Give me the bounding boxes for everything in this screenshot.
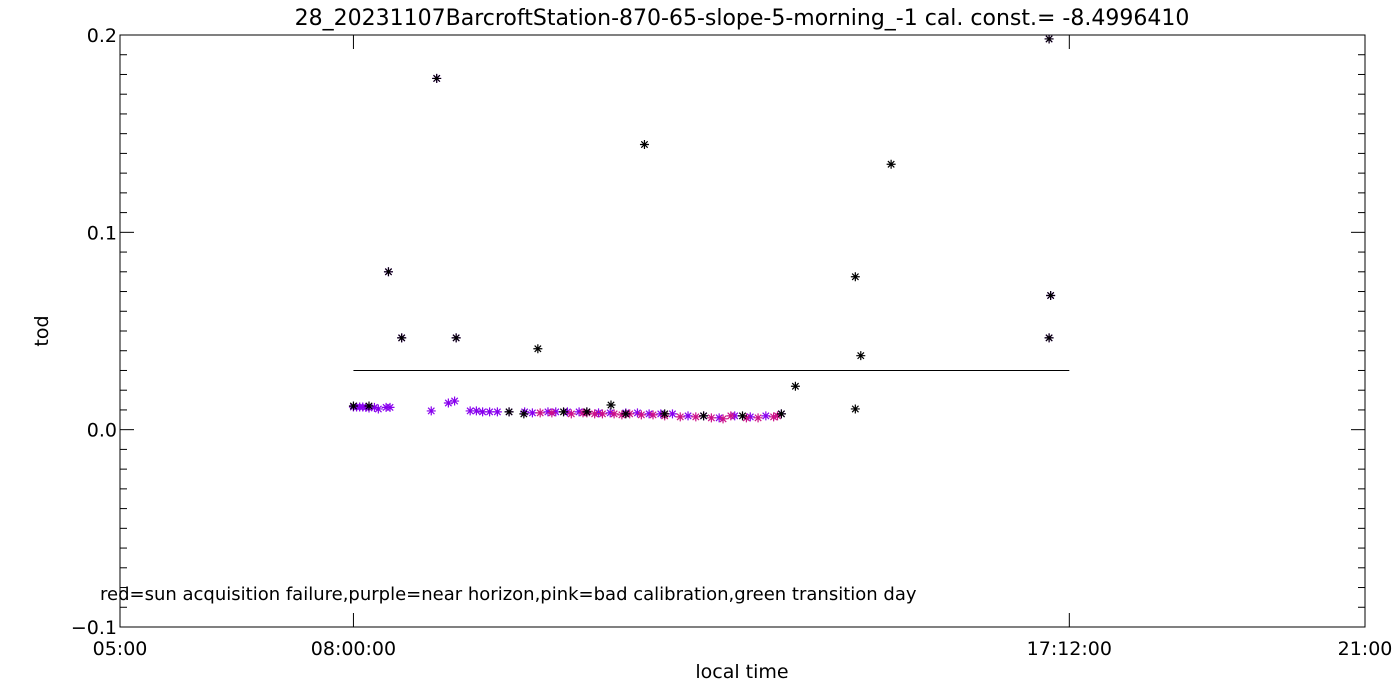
data-point-black [850,404,860,414]
data-point-black [1046,290,1056,300]
data-point-black [886,159,896,169]
data-point-pink [535,408,545,418]
data-point-black [397,333,407,343]
data-point-purple [551,407,561,417]
data-point-black [504,407,514,417]
data-point-black [348,401,358,411]
data-point-purple [667,409,677,419]
data-point-black [639,140,649,150]
data-point-pink [753,413,763,423]
x-axis-label: local time [695,661,788,683]
data-point-black [850,272,860,282]
y-tick-label: −0.1 [71,617,117,639]
y-axis-label: tod [31,315,53,346]
data-point-purple [632,408,642,418]
data-point-black [582,407,592,417]
data-point-black [738,411,747,421]
data-point-purple [543,407,553,417]
x-tick-label: 08:00:00 [311,638,396,660]
data-point-purple [492,407,502,417]
data-point-black [364,401,374,411]
data-points [348,34,1056,424]
data-point-pink [726,411,736,421]
data-point-black [790,381,800,391]
data-point-pink [547,408,557,418]
data-point-pink [617,410,627,420]
data-point-pink [741,413,751,423]
data-point-purple [745,412,755,422]
data-point-black [519,409,529,419]
data-point-black [606,400,616,410]
data-point-purple [714,413,724,423]
data-point-black [1044,34,1054,44]
data-point-pink [773,411,783,421]
chart-title: 28_20231107BarcroftStation-870-65-slope-… [295,6,1190,31]
data-point-pink [636,410,646,420]
x-tick-label: 21:00 [1338,638,1393,660]
data-point-purple [373,404,383,414]
data-point-pink [648,410,658,420]
x-tick-label: 17:12:00 [1027,638,1112,660]
data-point-purple [574,407,584,417]
data-point-black [621,409,631,419]
data-point-black [660,409,670,419]
axis-ticks [120,34,1365,628]
data-point-black [432,73,442,83]
data-point-purple [478,407,488,417]
data-point-pink [566,409,576,419]
data-point-purple [450,396,460,406]
data-point-purple [443,398,453,408]
plot-frame [119,34,1366,628]
data-point-purple [594,408,604,418]
data-point-pink [597,409,607,419]
y-tick-label: 0.1 [87,222,117,244]
data-point-black [533,344,543,354]
data-point-purple [426,406,436,416]
data-point-pink [675,412,685,422]
data-point-pink [609,409,619,419]
y-tick-label: 0.0 [87,420,117,442]
data-point-black [559,407,569,417]
data-point-black [856,351,866,361]
tick-labels: −0.1 0.0 0.1 0.2 05:00 08:00:00 17:12:00 21:00 [71,25,1393,660]
data-point-purple [644,409,654,419]
data-point-purple [465,406,475,416]
data-point-purple [471,406,481,416]
data-point-pink [691,412,701,422]
data-point-black [1044,333,1054,343]
data-point-pink [706,413,716,423]
x-tick-label: 05:00 [93,638,148,660]
y-tick-label: 0.2 [87,25,117,47]
data-point-pink [590,409,600,419]
data-point-black [699,411,709,421]
data-point-purple [385,402,395,412]
data-point-purple [761,411,771,421]
color-legend-annotation: red=sun acquisition failure,purple=near … [100,584,917,605]
data-point-pink [718,414,728,424]
data-point-black [383,267,393,277]
data-point-purple [485,407,495,417]
data-point-purple [605,408,615,418]
data-point-pink [578,408,588,418]
data-point-purple [527,408,537,418]
data-point-purple [369,402,379,412]
data-point-black [776,409,786,419]
data-point-purple [520,407,530,417]
data-point-pink [769,412,779,422]
data-point-black [451,333,461,343]
data-point-purple [683,411,693,421]
